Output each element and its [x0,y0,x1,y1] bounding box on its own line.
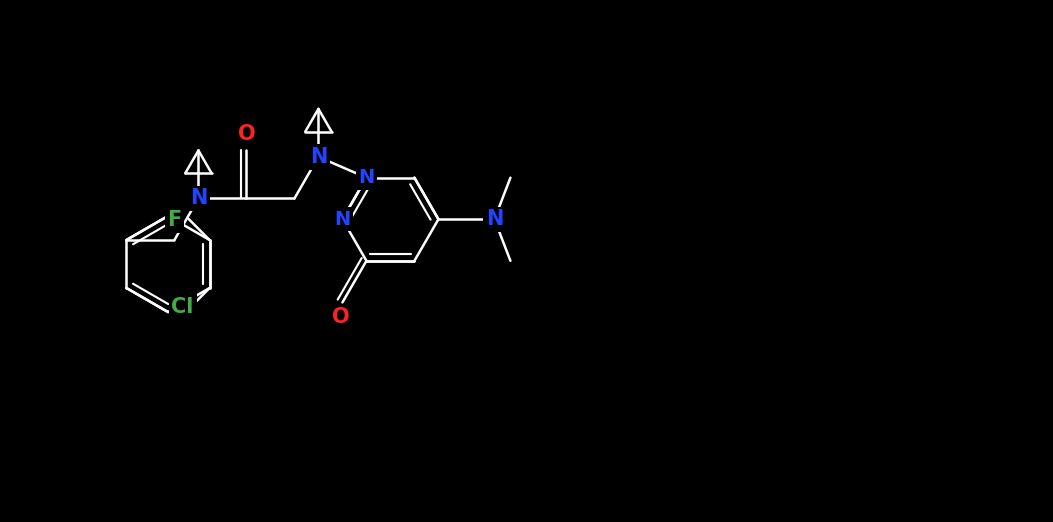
Text: N: N [485,209,503,229]
Text: N: N [190,188,207,208]
Text: N: N [358,168,375,187]
Text: O: O [238,124,255,145]
Text: N: N [334,210,351,229]
Text: O: O [332,307,350,327]
Text: Cl: Cl [172,297,194,317]
Text: N: N [310,147,327,167]
Text: F: F [167,210,182,230]
